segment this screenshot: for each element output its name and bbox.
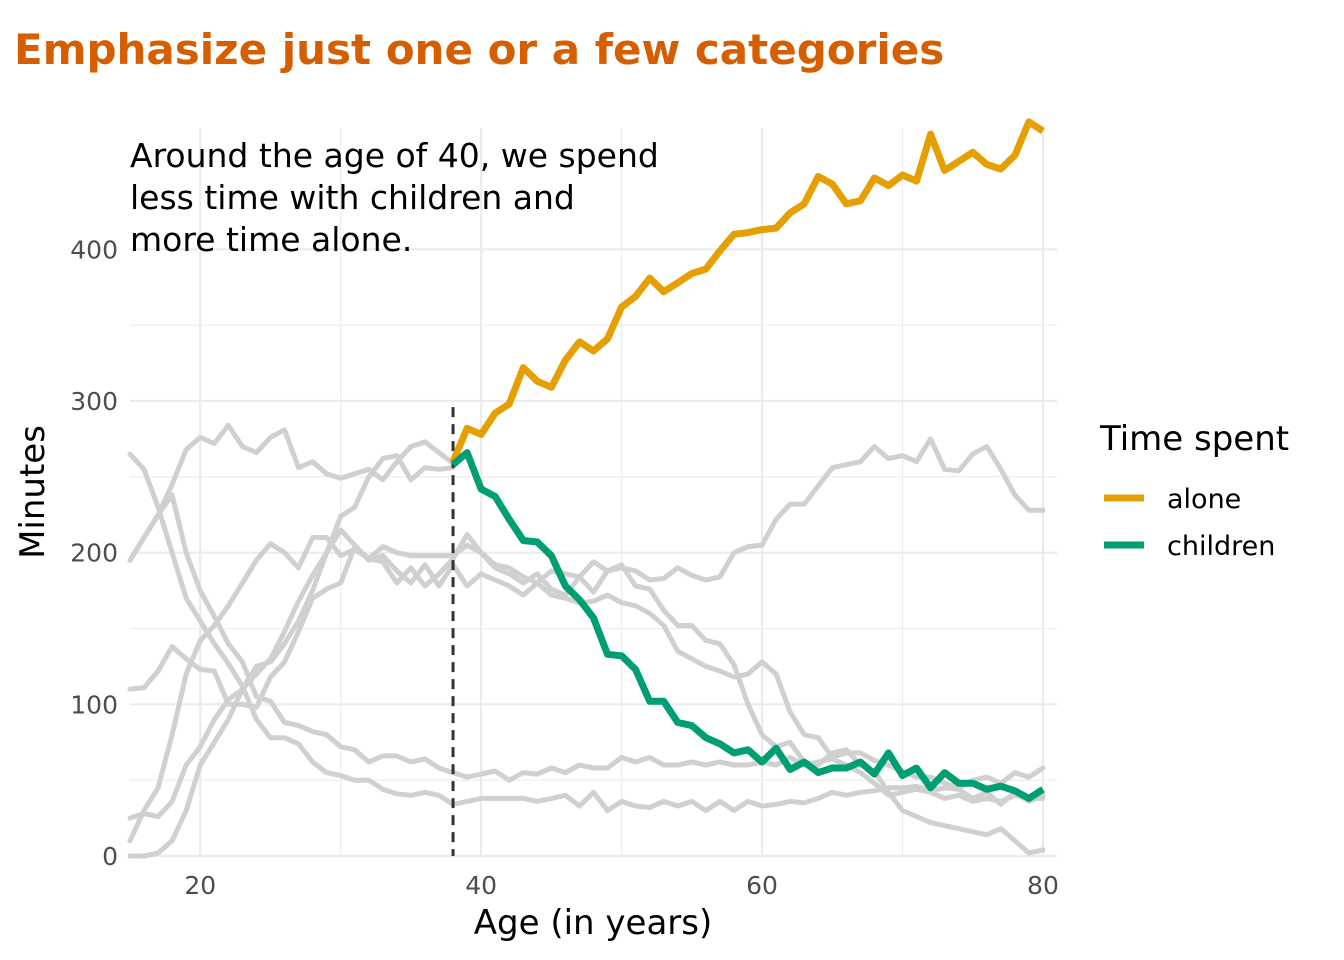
y-axis-title: Minutes [13, 425, 53, 559]
y-tick-label-200: 200 [70, 539, 118, 568]
background-series-line-7 [127, 422, 456, 563]
highlighted-series-layer [449, 118, 1045, 802]
x-tick-label-20: 20 [184, 871, 216, 900]
y-tick-label-300: 300 [70, 387, 118, 416]
y-tick-label-400: 400 [70, 235, 118, 264]
x-tick-label-60: 60 [746, 871, 778, 900]
series-line-alone [449, 118, 1045, 464]
legend-label-children: children [1167, 531, 1275, 562]
x-axis-title: Age (in years) [474, 903, 712, 943]
x-tick-label-40: 40 [465, 871, 497, 900]
series-line-children [450, 449, 1045, 802]
background-series-layer [127, 422, 1046, 859]
legend-title: Time spent [1099, 419, 1289, 459]
legend: Time spent alone children [1099, 419, 1289, 562]
x-tick-label-80: 80 [1027, 871, 1059, 900]
chart-title: Emphasize just one or a few categories [14, 25, 944, 74]
background-series-line-1 [127, 451, 1046, 813]
tick-label-layer: 20 40 60 80 0 100 200 300 400 [70, 235, 1059, 900]
y-tick-label-0: 0 [102, 842, 118, 871]
legend-label-alone: alone [1167, 484, 1241, 515]
background-series-line-3 [127, 542, 1046, 791]
background-series-line-4 [127, 436, 1046, 821]
annotation-line-2: less time with children and [130, 178, 575, 217]
annotation-line-1: Around the age of 40, we spend [130, 136, 659, 175]
annotation-line-3: more time alone. [130, 220, 412, 259]
background-series-line-5 [127, 532, 1046, 856]
y-tick-label-100: 100 [70, 690, 118, 719]
annotation-text: Around the age of 40, we spend less time… [130, 136, 659, 259]
